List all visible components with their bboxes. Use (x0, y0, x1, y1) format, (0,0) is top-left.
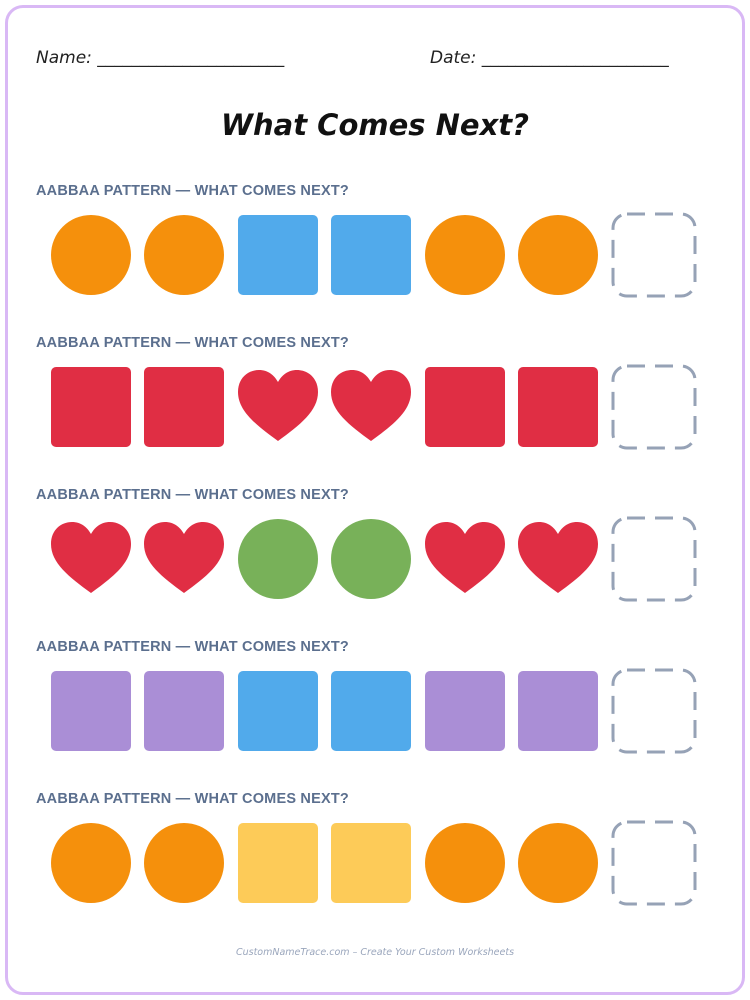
name-field[interactable]: Name: ______________________ (36, 48, 285, 68)
pattern-row-label: AABBAA PATTERN — WHAT COMES NEXT? (36, 335, 349, 351)
answer-box[interactable] (611, 820, 697, 906)
green-circle-shape (331, 519, 411, 599)
yellow-square-shape (238, 823, 318, 903)
orange-circle-shape (518, 215, 598, 295)
blue-square-shape (331, 671, 411, 751)
answer-box[interactable] (611, 516, 697, 602)
answer-box[interactable] (611, 212, 697, 298)
purple-square-shape (144, 671, 224, 751)
footer-credit: CustomNameTrace.com – Create Your Custom… (235, 947, 515, 958)
red-heart-shape (331, 367, 411, 447)
orange-circle-shape (425, 823, 505, 903)
answer-box[interactable] (611, 668, 697, 754)
purple-square-shape (51, 671, 131, 751)
red-square-shape (144, 367, 224, 447)
red-heart-shape (425, 519, 505, 599)
red-square-shape (425, 367, 505, 447)
blue-square-shape (238, 671, 318, 751)
red-heart-shape (238, 367, 318, 447)
orange-circle-shape (144, 215, 224, 295)
pattern-row-label: AABBAA PATTERN — WHAT COMES NEXT? (36, 183, 349, 199)
yellow-square-shape (331, 823, 411, 903)
orange-circle-shape (51, 823, 131, 903)
blue-square-shape (331, 215, 411, 295)
red-heart-shape (51, 519, 131, 599)
orange-circle-shape (518, 823, 598, 903)
pattern-row-label: AABBAA PATTERN — WHAT COMES NEXT? (36, 487, 349, 503)
answer-box[interactable] (611, 364, 697, 450)
date-field[interactable]: Date: ______________________ (430, 48, 669, 68)
orange-circle-shape (144, 823, 224, 903)
pattern-row-label: AABBAA PATTERN — WHAT COMES NEXT? (36, 639, 349, 655)
pattern-row-label: AABBAA PATTERN — WHAT COMES NEXT? (36, 791, 349, 807)
purple-square-shape (425, 671, 505, 751)
red-heart-shape (518, 519, 598, 599)
red-heart-shape (144, 519, 224, 599)
worksheet-title: What Comes Next? (221, 108, 529, 142)
red-square-shape (51, 367, 131, 447)
orange-circle-shape (425, 215, 505, 295)
orange-circle-shape (51, 215, 131, 295)
blue-square-shape (238, 215, 318, 295)
purple-square-shape (518, 671, 598, 751)
red-square-shape (518, 367, 598, 447)
green-circle-shape (238, 519, 318, 599)
